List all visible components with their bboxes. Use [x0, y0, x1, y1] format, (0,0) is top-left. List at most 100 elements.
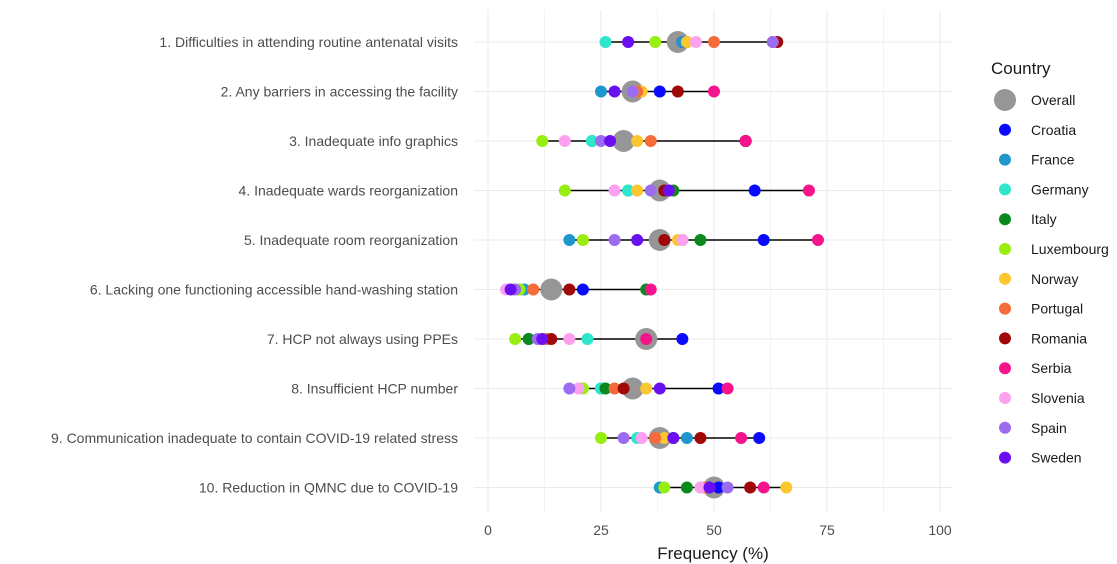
country-point [802, 184, 815, 197]
country-point [558, 184, 571, 197]
x-tick-label: 25 [593, 522, 609, 538]
country-point [522, 333, 535, 345]
legend-label: Sweden [1031, 450, 1082, 466]
country-point [504, 283, 517, 296]
country-point [658, 234, 671, 246]
country-point [811, 234, 824, 246]
country-point [649, 36, 662, 48]
x-tick-label: 100 [928, 522, 952, 538]
y-tick-label: 4. Inadequate wards reorganization [239, 183, 458, 199]
country-point [622, 184, 635, 197]
y-tick-label: 3. Inadequate info graphics [289, 133, 458, 149]
country-point [644, 283, 657, 296]
country-point [703, 481, 716, 494]
country-point [622, 36, 635, 48]
country-point [676, 333, 689, 345]
country-point [635, 432, 648, 444]
country-point [644, 135, 657, 147]
country-point [558, 135, 571, 147]
country-point [631, 135, 644, 147]
country-point [653, 382, 666, 395]
country-point [608, 184, 621, 197]
legend-label: Luxembourg [1031, 241, 1109, 257]
country-point [748, 184, 761, 197]
legend-key [999, 332, 1011, 345]
country-point [757, 234, 770, 246]
country-point [694, 234, 707, 246]
country-point [599, 382, 612, 395]
country-point [640, 333, 653, 345]
overall-point [540, 278, 563, 301]
country-point [576, 234, 589, 246]
country-point [572, 382, 585, 395]
overall-point [612, 130, 635, 152]
country-point [658, 481, 671, 494]
country-point [766, 36, 779, 48]
country-point [753, 432, 766, 444]
legend-key [999, 302, 1011, 315]
legend-label: Romania [1031, 330, 1087, 346]
country-point [608, 234, 621, 246]
country-point [694, 432, 707, 444]
legend: Country Overall Croatia France Germany Italy… [991, 59, 1109, 466]
range-lines [506, 41, 818, 489]
legend-key [999, 421, 1011, 434]
y-axis-tick-labels: 1. Difficulties in attending routine ant… [51, 34, 458, 496]
y-tick-label: 2. Any barriers in accessing the facilit… [221, 84, 458, 100]
country-point [780, 481, 793, 494]
country-point [640, 382, 653, 395]
country-point [599, 36, 612, 48]
y-tick-label: 9. Communication inadequate to contain C… [51, 430, 458, 446]
country-point [708, 36, 720, 48]
x-axis-tick-labels: 0 25 50 75 100 [484, 522, 952, 538]
x-tick-label: 50 [706, 522, 722, 538]
x-axis-label: Frequency (%) [657, 544, 768, 563]
country-point [617, 382, 630, 395]
y-tick-label: 5. Inadequate room reorganization [244, 232, 458, 248]
legend-key [999, 362, 1011, 375]
country-point [689, 36, 702, 48]
country-point [563, 283, 576, 296]
country-point [581, 333, 594, 345]
legend-key [999, 392, 1011, 404]
country-point [757, 481, 770, 494]
grid [474, 10, 953, 512]
country-point [536, 135, 549, 147]
country-point [617, 432, 630, 444]
country-point [631, 234, 644, 246]
country-point [653, 85, 666, 98]
country-point [667, 432, 680, 444]
legend-label: Spain [1031, 420, 1067, 436]
legend-label: Portugal [1031, 301, 1083, 317]
legend-key [999, 123, 1011, 136]
legend-label: Germany [1031, 181, 1089, 197]
country-point [712, 481, 725, 494]
data-points [500, 31, 824, 499]
country-point [721, 481, 734, 494]
legend-label: Croatia [1031, 122, 1076, 138]
country-point [509, 333, 522, 345]
country-point [644, 184, 657, 197]
country-point [680, 432, 693, 444]
y-tick-label: 10. Reduction in QMNC due to COVID-19 [199, 480, 458, 496]
country-point [585, 135, 598, 147]
legend-label: Norway [1031, 271, 1078, 287]
country-point [712, 382, 725, 395]
legend-label: France [1031, 152, 1075, 168]
country-point [626, 85, 639, 98]
y-tick-label: 7. HCP not always using PPEs [267, 331, 458, 347]
legend-label: Overall [1031, 92, 1075, 108]
country-point [545, 333, 558, 345]
country-point [595, 135, 607, 147]
legend-label: Serbia [1031, 360, 1072, 376]
country-point [563, 333, 576, 345]
x-tick-label: 75 [819, 522, 835, 538]
legend-label: Slovenia [1031, 390, 1085, 406]
legend-label: Italy [1031, 211, 1057, 227]
country-point [658, 432, 671, 444]
country-point [680, 36, 693, 48]
country-point [739, 135, 752, 147]
country-point [671, 85, 684, 98]
country-point [576, 283, 589, 296]
